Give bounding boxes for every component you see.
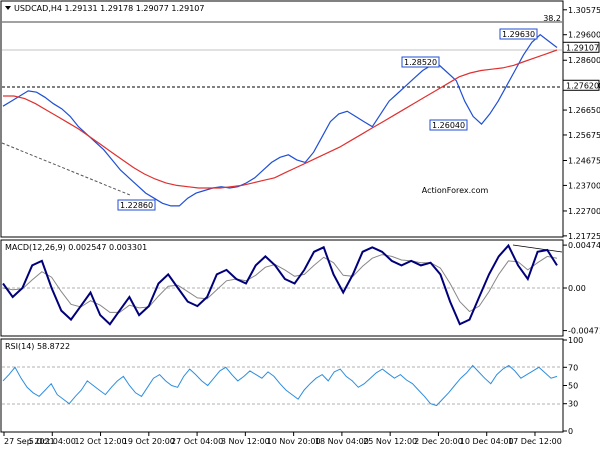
price-y-tick-label: 1.25675 <box>568 131 600 140</box>
rsi-y-axis: 100 70 50 30 0 <box>563 336 583 436</box>
fib-level-label: 38.2 <box>543 14 561 23</box>
price-plot-area: 1.22860 1.28520 1.26040 1.29630 <box>2 28 558 211</box>
price-highlight-box <box>562 41 600 53</box>
x-tick-label: 19 Oct 20:00 <box>123 437 175 446</box>
x-tick-label: 27 Oct 04:00 <box>171 437 223 446</box>
rsi-y-tick-label: 30 <box>568 400 578 409</box>
rsi-y-tick-label: 70 <box>568 363 578 372</box>
trend-dashed-line <box>1 142 131 196</box>
price-highlight-label: 1.29107 <box>566 43 599 52</box>
macd-plot-area <box>2 243 562 326</box>
macd-y-axis: 0.004745 0.00 -0.004712 <box>563 241 600 336</box>
price-y-tick-label: 1.24675 <box>568 157 600 166</box>
macd-panel[interactable]: MACD(12,26,9) 0.002547 0.003301 <box>0 239 564 337</box>
price-y-tick-label: 1.30575 <box>568 6 600 15</box>
price-y-tick-label: 1.21725 <box>568 232 600 241</box>
price-annotation-label: 1.26040 <box>432 121 465 130</box>
rsi-y-tick-label: 0 <box>568 427 573 436</box>
rsi-y-tick-label: 100 <box>568 336 583 345</box>
x-tick-label: 18 Nov 04:00 <box>315 437 369 446</box>
rsi-panel-title: RSI(14) 58.8722 <box>5 342 70 351</box>
x-tick-label: 10 Nov 20:00 <box>267 437 321 446</box>
price-panel[interactable]: USDCAD,H4 1.29131 1.29178 1.29077 1.2910… <box>0 0 564 238</box>
rsi-series-line <box>2 364 558 407</box>
x-tick-label: 17 Dec 12:00 <box>508 437 562 446</box>
macd-panel-title: MACD(12,26,9) 0.002547 0.003301 <box>5 243 147 252</box>
price-y-tick-label: 1.29600 <box>568 31 600 40</box>
price-panel-title: USDCAD,H4 1.29131 1.29178 1.29077 1.2910… <box>14 4 204 13</box>
price-highlight-box <box>562 79 600 91</box>
rsi-y-tick-label: 50 <box>568 382 578 391</box>
price-annotation-label: 1.28520 <box>404 58 437 67</box>
price-y-tick-label: 1.23700 <box>568 181 600 190</box>
x-tick-label: 25 Nov 12:00 <box>363 437 417 446</box>
macd-y-tick-label: -0.004712 <box>568 327 600 336</box>
price-series-line <box>2 33 558 207</box>
macd-y-tick-label: 0.00 <box>568 284 586 293</box>
watermark-text: ActionForex.com <box>422 186 489 195</box>
price-annotation-label: 1.29630 <box>502 30 535 39</box>
price-annotation-box <box>499 28 538 40</box>
x-tick-label: 2 Dec 20:00 <box>414 437 463 446</box>
price-annotation-box <box>117 199 156 211</box>
price-panel-frame <box>0 0 564 238</box>
price-annotation-box <box>429 119 468 131</box>
x-tick-label: 27 Sep 2021 <box>4 437 55 446</box>
moving-average-line <box>3 49 558 189</box>
price-y-tick-label: 1.26650 <box>568 106 600 115</box>
x-tick-label: 5 Oct 04:00 <box>29 437 76 446</box>
x-tick-label: 3 Nov 12:00 <box>221 437 270 446</box>
macd-trend-line <box>512 244 563 253</box>
price-y-axis: 1.30575 1.29600 1.28600 1.27620 1.26650 1.256… <box>562 6 600 241</box>
price-y-tick-label: 1.28600 <box>568 56 600 65</box>
price-y-tick-label: 1.22700 <box>568 207 600 216</box>
x-tick-label: 12 Oct 12:00 <box>74 437 126 446</box>
macd-main-line <box>2 243 558 326</box>
dropdown-triangle-icon[interactable] <box>5 6 11 10</box>
price-annotation-box <box>401 56 440 68</box>
price-highlight-label: 1.27620 <box>566 81 599 90</box>
price-annotation-label: 1.22860 <box>120 201 153 210</box>
x-tick-label: 10 Dec 04:00 <box>460 437 514 446</box>
rsi-plot-area <box>2 364 558 407</box>
macd-y-tick-label: 0.004745 <box>568 241 600 250</box>
